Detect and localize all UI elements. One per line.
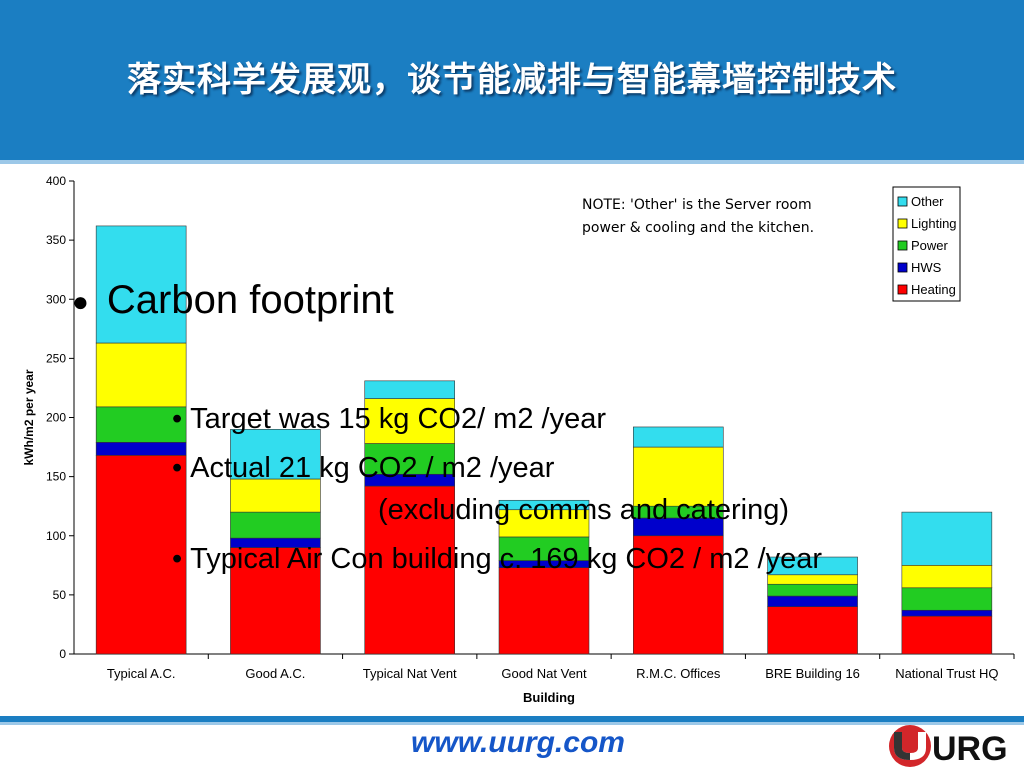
- bar-segment-other: [95, 225, 187, 344]
- y-tick-label: 150: [46, 470, 66, 484]
- bullet-main-text: Carbon footprint: [106, 278, 394, 322]
- legend-label: Power: [911, 238, 949, 253]
- y-tick-label: 300: [46, 292, 66, 306]
- bar-segment-heating: [498, 567, 590, 655]
- x-tick-label: BRE Building 16: [765, 666, 860, 681]
- bar-segment-lighting: [767, 574, 858, 585]
- sub-bullet-excluding: (excluding comms and catering): [378, 494, 789, 527]
- x-tick-label: Typical Nat Vent: [363, 666, 457, 681]
- sub-bullet-text: Actual 21 kg CO2 / m2 /year: [190, 452, 555, 484]
- sub-bullet-text: (excluding comms and catering): [378, 494, 790, 526]
- bar-segment-power: [767, 583, 858, 597]
- bar-segment-other: [498, 499, 590, 511]
- y-tick-label: 200: [46, 411, 66, 425]
- bar-segment-heating: [364, 485, 456, 655]
- bullet-dot-icon: •: [172, 452, 183, 484]
- bar-segment-heating: [901, 615, 993, 655]
- slide-header: 落实科学发展观，谈节能减排与智能幕墙控制技术: [0, 0, 1024, 160]
- uurg-logo: URG: [884, 724, 1024, 768]
- bar-segment-power: [901, 587, 993, 611]
- bar-segment-power: [230, 511, 321, 539]
- bar-segment-other: [901, 511, 993, 566]
- legend-label: HWS: [911, 260, 942, 275]
- bar-segment-power: [95, 406, 187, 443]
- bar-segment-heating: [95, 455, 187, 655]
- bar-segment-hws: [901, 609, 993, 617]
- bullet-dot-icon: ●: [72, 286, 89, 318]
- energy-chart: 0 50 100 150 200 250 300 350 400 kWh/m2 per year T…: [0, 164, 1024, 712]
- legend-label: Heating: [911, 282, 956, 297]
- legend-swatch-other: [897, 196, 908, 207]
- x-tick-label: R.M.C. Offices: [636, 666, 721, 681]
- uurg-logo-mark: URG: [889, 725, 1008, 768]
- x-axis-label: Building: [523, 690, 575, 705]
- y-tick-label: 50: [53, 588, 67, 602]
- chart-note: NOTE: 'Other' is the Server room: [582, 197, 812, 213]
- bullet-carbon-footprint: ● Carbon footprint: [72, 278, 394, 323]
- footer-divider-light: [0, 722, 1024, 725]
- sub-bullet-typical: • Typical Air Con building c. 169 kg CO2 …: [172, 543, 822, 576]
- legend-swatch-hws: [897, 262, 908, 273]
- bullet-dot-icon: •: [172, 403, 183, 435]
- bar-segment-other: [767, 556, 858, 576]
- slide-title: 落实科学发展观，谈节能减排与智能幕墙控制技术: [127, 60, 897, 100]
- y-tick-label: 400: [46, 174, 66, 188]
- bar-segment-heating: [632, 535, 724, 655]
- x-tick-label: Typical A.C.: [107, 666, 176, 681]
- bar-segment-heating: [767, 606, 858, 655]
- logo-wordmark: URG: [932, 730, 1008, 768]
- x-tick-label: Good Nat Vent: [501, 666, 587, 681]
- bar-segment-hws: [767, 595, 858, 607]
- bar-segment-power: [364, 443, 456, 475]
- bar-segment-lighting: [95, 342, 187, 408]
- sub-bullet-actual: • Actual 21 kg CO2 / m2 /year: [172, 452, 554, 485]
- legend-label: Lighting: [911, 216, 957, 231]
- y-tick-label: 250: [46, 351, 66, 365]
- bar-segment-other: [230, 429, 321, 480]
- y-tick-label: 100: [46, 529, 66, 543]
- bar-segment-lighting: [901, 565, 993, 589]
- sub-bullet-text: Typical Air Con building c. 169 kg CO2 /…: [190, 543, 823, 575]
- legend-label: Other: [911, 194, 944, 209]
- sub-bullet-target: • Target was 15 kg CO2/ m2 /year: [172, 403, 606, 436]
- y-axis-label: kWh/m2 per year: [22, 369, 36, 465]
- chart-note: power & cooling and the kitchen.: [582, 220, 814, 236]
- bar-segment-other: [632, 426, 724, 448]
- footer-divider: [0, 716, 1024, 722]
- bar-segment-lighting: [230, 478, 321, 513]
- bar-segment-lighting: [632, 446, 724, 507]
- legend-swatch-lighting: [897, 218, 908, 229]
- bar-segment-other: [364, 380, 456, 399]
- legend-swatch-power: [897, 240, 908, 251]
- bar-segment-heating: [230, 547, 321, 655]
- bullet-dot-icon: •: [172, 543, 183, 575]
- stacked-bar-chart: 0 50 100 150 200 250 300 350 400 kWh/m2 per year T…: [22, 174, 1015, 705]
- x-tick-label: National Trust HQ: [895, 666, 998, 681]
- sub-bullet-text: Target was 15 kg CO2/ m2 /year: [190, 403, 606, 435]
- header-divider: [0, 160, 1024, 164]
- x-tick-label: Good A.C.: [245, 666, 305, 681]
- y-tick-label: 0: [59, 647, 66, 661]
- y-tick-label: 350: [46, 233, 66, 247]
- footer-url-link[interactable]: www.uurg.com: [411, 726, 625, 759]
- legend-swatch-heating: [897, 284, 908, 295]
- bar-segment-lighting: [364, 398, 456, 444]
